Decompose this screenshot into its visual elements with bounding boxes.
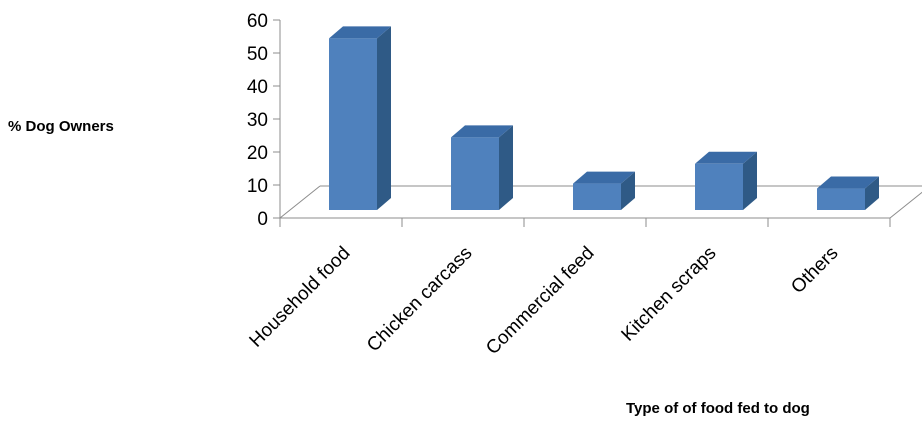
y-tick-label: 50 [247, 44, 268, 65]
x-tick-label: Others [787, 243, 842, 298]
x-tick-label: Household food [246, 243, 355, 352]
bar-side [743, 151, 757, 210]
y-tick-label: 40 [247, 77, 268, 98]
bar-side [377, 26, 391, 211]
bar [573, 183, 621, 210]
y-tick-label: 60 [247, 11, 268, 32]
y-tick-label: 0 [257, 209, 268, 230]
x-tick-label: Chicken carcass [363, 243, 476, 356]
x-tick-label: Commercial feed [482, 243, 598, 359]
x-tick-label: Kitchen scraps [618, 243, 721, 346]
floor-edge-right [889, 191, 922, 219]
bar [329, 38, 377, 211]
y-tick-label: 30 [247, 110, 268, 131]
bar-top [695, 151, 757, 164]
bar [695, 163, 743, 210]
floor-edge-left [279, 185, 321, 219]
bar [451, 137, 499, 210]
y-tick-label: 20 [247, 143, 268, 164]
bar-side [621, 171, 635, 210]
y-tick-label: 10 [247, 176, 268, 197]
bar-top [573, 171, 635, 184]
bar-top [817, 176, 879, 189]
bar-top [329, 26, 391, 39]
bar-top [451, 125, 513, 138]
bar [817, 188, 865, 210]
bar-side [865, 176, 879, 210]
y-axis-label: % Dog Owners [8, 118, 114, 135]
bar-side [499, 125, 513, 210]
x-axis-label: Type of of food fed to dog [626, 400, 810, 417]
